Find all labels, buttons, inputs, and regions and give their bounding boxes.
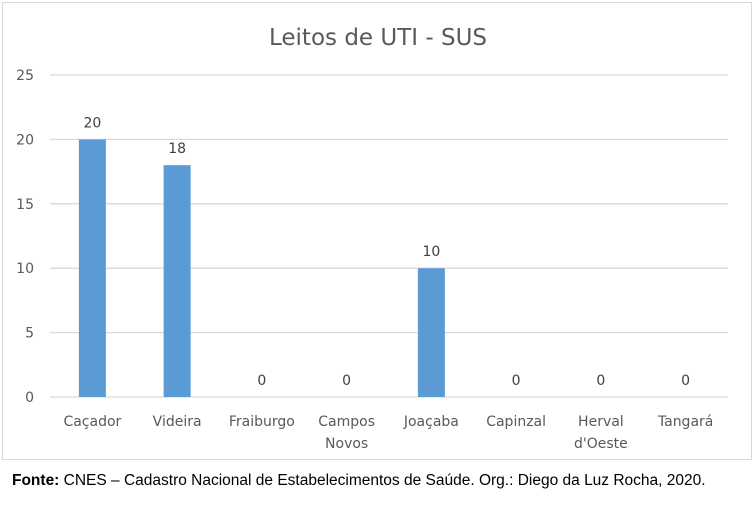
x-tick-label: Joaçaba xyxy=(403,414,459,430)
x-tick-label: Videira xyxy=(153,414,202,430)
caption-label: Fonte: xyxy=(12,472,60,489)
y-tick-label: 5 xyxy=(25,326,34,342)
chart-title: Leitos de UTI - SUS xyxy=(269,25,487,51)
y-tick-label: 20 xyxy=(16,132,34,148)
caption-text: CNES – Cadastro Nacional de Estabelecime… xyxy=(59,472,706,489)
data-label: 18 xyxy=(168,141,186,157)
bar xyxy=(78,139,106,397)
data-label: 0 xyxy=(342,373,351,389)
bars xyxy=(78,139,445,397)
y-axis-ticks: 0 5 10 15 20 25 xyxy=(16,68,34,406)
bar xyxy=(163,165,191,397)
x-tick-label: Herval d'Oeste xyxy=(574,414,628,452)
x-tick-label: Capinzal xyxy=(486,414,546,430)
data-label: 0 xyxy=(596,373,605,389)
data-label: 20 xyxy=(83,115,101,131)
data-label: 0 xyxy=(257,373,266,389)
data-label: 0 xyxy=(512,373,521,389)
y-tick-label: 25 xyxy=(16,68,34,84)
x-tick-label: Fraiburgo xyxy=(229,414,295,430)
x-tick-label: Caçador xyxy=(63,414,121,430)
figure-caption: Fonte: CNES – Cadastro Nacional de Estab… xyxy=(12,472,752,490)
data-label: 0 xyxy=(681,373,690,389)
y-tick-label: 0 xyxy=(25,390,34,406)
x-tick-label: Tangará xyxy=(657,414,714,430)
bar xyxy=(417,268,445,397)
x-tick-label: Campos Novos xyxy=(318,414,375,452)
data-labels: 20 18 0 0 10 0 0 0 xyxy=(83,115,690,389)
y-tick-label: 10 xyxy=(16,261,34,277)
x-axis-ticks: Caçador Videira Fraiburgo Campos Novos Joaçab… xyxy=(63,414,713,452)
gridlines xyxy=(50,74,728,398)
data-label: 10 xyxy=(422,244,440,260)
y-tick-label: 15 xyxy=(16,197,34,213)
chart-frame: Leitos de UTI - SUS 0 5 10 15 20 25 20 18 0 0 10 0… xyxy=(2,2,752,460)
